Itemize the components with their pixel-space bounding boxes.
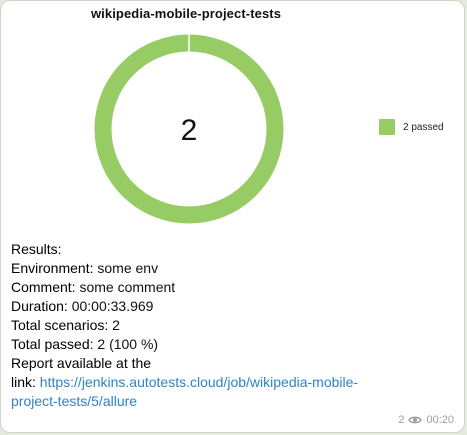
environment-line: Environment: some env xyxy=(11,259,451,278)
link-line-continued: project-tests/5/allure xyxy=(11,392,451,411)
report-text: Results: Environment: some env Comment: … xyxy=(11,240,451,411)
chart-title: wikipedia-mobile-project-tests xyxy=(90,6,282,21)
report-available-line: Report available at the xyxy=(11,355,152,371)
environment-label: Environment: xyxy=(11,260,94,276)
legend-swatch-passed xyxy=(379,119,395,135)
comment-label: Comment: xyxy=(11,279,76,295)
message-meta: 2 00:20 xyxy=(398,414,454,426)
comment-value: some comment xyxy=(79,279,176,295)
link-label: link: xyxy=(11,374,36,390)
total-passed-value: 2 (100 %) xyxy=(97,336,159,352)
total-scenarios-value: 2 xyxy=(112,317,120,333)
results-heading: Results: xyxy=(11,241,62,257)
environment-value: some env xyxy=(97,260,159,276)
total-passed-label: Total passed: xyxy=(11,336,94,352)
duration-line: Duration: 00:00:33.969 xyxy=(11,297,451,316)
duration-value: 00:00:33.969 xyxy=(71,298,154,314)
chart-legend: 2 passed xyxy=(379,119,444,135)
duration-label: Duration: xyxy=(11,298,68,314)
view-count: 2 xyxy=(398,414,405,426)
report-link[interactable]: https://jenkins.autotests.cloud/job/wiki… xyxy=(39,374,359,390)
total-passed-line: Total passed: 2 (100 %) xyxy=(11,335,451,354)
comment-line: Comment: some comment xyxy=(11,278,451,297)
message-time: 00:20 xyxy=(426,414,454,426)
donut-chart: 2 xyxy=(94,34,284,224)
eye-icon xyxy=(408,416,423,424)
donut-center-value: 2 xyxy=(181,114,198,147)
link-line: link: https://jenkins.autotests.cloud/jo… xyxy=(11,373,451,392)
legend-label-passed: 2 passed xyxy=(403,121,444,133)
report-link-continued[interactable]: project-tests/5/allure xyxy=(11,393,138,409)
total-scenarios-line: Total scenarios: 2 xyxy=(11,316,451,335)
total-scenarios-label: Total scenarios: xyxy=(11,317,109,333)
